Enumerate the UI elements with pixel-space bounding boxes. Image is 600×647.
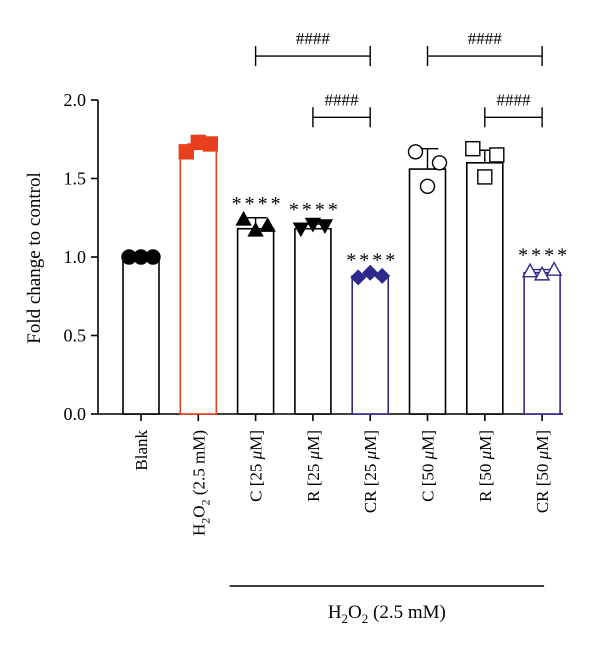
data-point	[178, 144, 195, 160]
y-tick-label: 1.5	[64, 169, 87, 189]
x-tick-label: R [25 μM]	[304, 430, 323, 502]
bars	[121, 134, 563, 415]
data-point	[316, 219, 334, 235]
data-point	[545, 261, 563, 276]
bar	[236, 227, 275, 415]
data-point	[407, 144, 424, 160]
comparison-label: ####	[296, 29, 331, 48]
significance-label: ****	[289, 199, 341, 221]
x-tick-label: R [50 μM]	[476, 430, 495, 502]
data-point	[259, 217, 276, 232]
annotations: **** ******** ****################H2O2 (2.…	[229, 29, 570, 626]
data-point	[362, 264, 379, 281]
y-axis-label: Fold change to control	[24, 172, 45, 344]
bar	[351, 275, 390, 415]
data-point	[419, 178, 436, 195]
data-point	[350, 269, 367, 286]
comparison-label: ####	[496, 90, 531, 109]
significance-label: ****	[518, 245, 570, 267]
x-tick-label: C [25 μM]	[247, 430, 266, 502]
x-tick-label: CR [25 μM]	[361, 430, 380, 513]
bar	[408, 168, 447, 415]
data-point	[304, 217, 322, 233]
data-point	[235, 210, 252, 226]
x-tick-label: CR [50 μM]	[533, 430, 552, 513]
axes: 0.0 0.5 1.0 1.5 2.0 Blank H2O2 (2.5 mM) C [25 μ…	[64, 90, 563, 536]
significance-label: ****	[232, 193, 284, 215]
data-point	[247, 221, 264, 237]
bar	[179, 146, 218, 415]
data-point	[465, 140, 481, 157]
bar	[122, 256, 160, 415]
y-tick-label: 2.0	[64, 90, 87, 110]
data-point	[533, 265, 551, 281]
y-tick-label: 0.5	[64, 326, 87, 346]
group-label: H2O2 (2.5 mM)	[328, 602, 446, 626]
data-point	[374, 267, 391, 284]
comparison-label: ####	[325, 90, 360, 109]
bar	[294, 227, 332, 415]
y-tick-label: 0.0	[64, 404, 87, 424]
x-tick-label: Blank	[132, 430, 151, 471]
bar	[465, 162, 504, 415]
data-point	[521, 262, 539, 278]
data-point	[202, 136, 219, 152]
x-tick-label: C [50 μM]	[419, 430, 438, 502]
data-point	[431, 155, 448, 171]
data-point	[477, 169, 493, 185]
data-point	[292, 222, 310, 238]
bar	[523, 271, 561, 415]
data-point	[489, 147, 505, 163]
comparison-label: ####	[468, 29, 503, 48]
y-tick-label: 1.0	[64, 247, 87, 267]
x-tick-label: H2O2 (2.5 mM)	[189, 430, 212, 536]
significance-label: ****	[346, 249, 398, 271]
data-point	[145, 249, 161, 265]
